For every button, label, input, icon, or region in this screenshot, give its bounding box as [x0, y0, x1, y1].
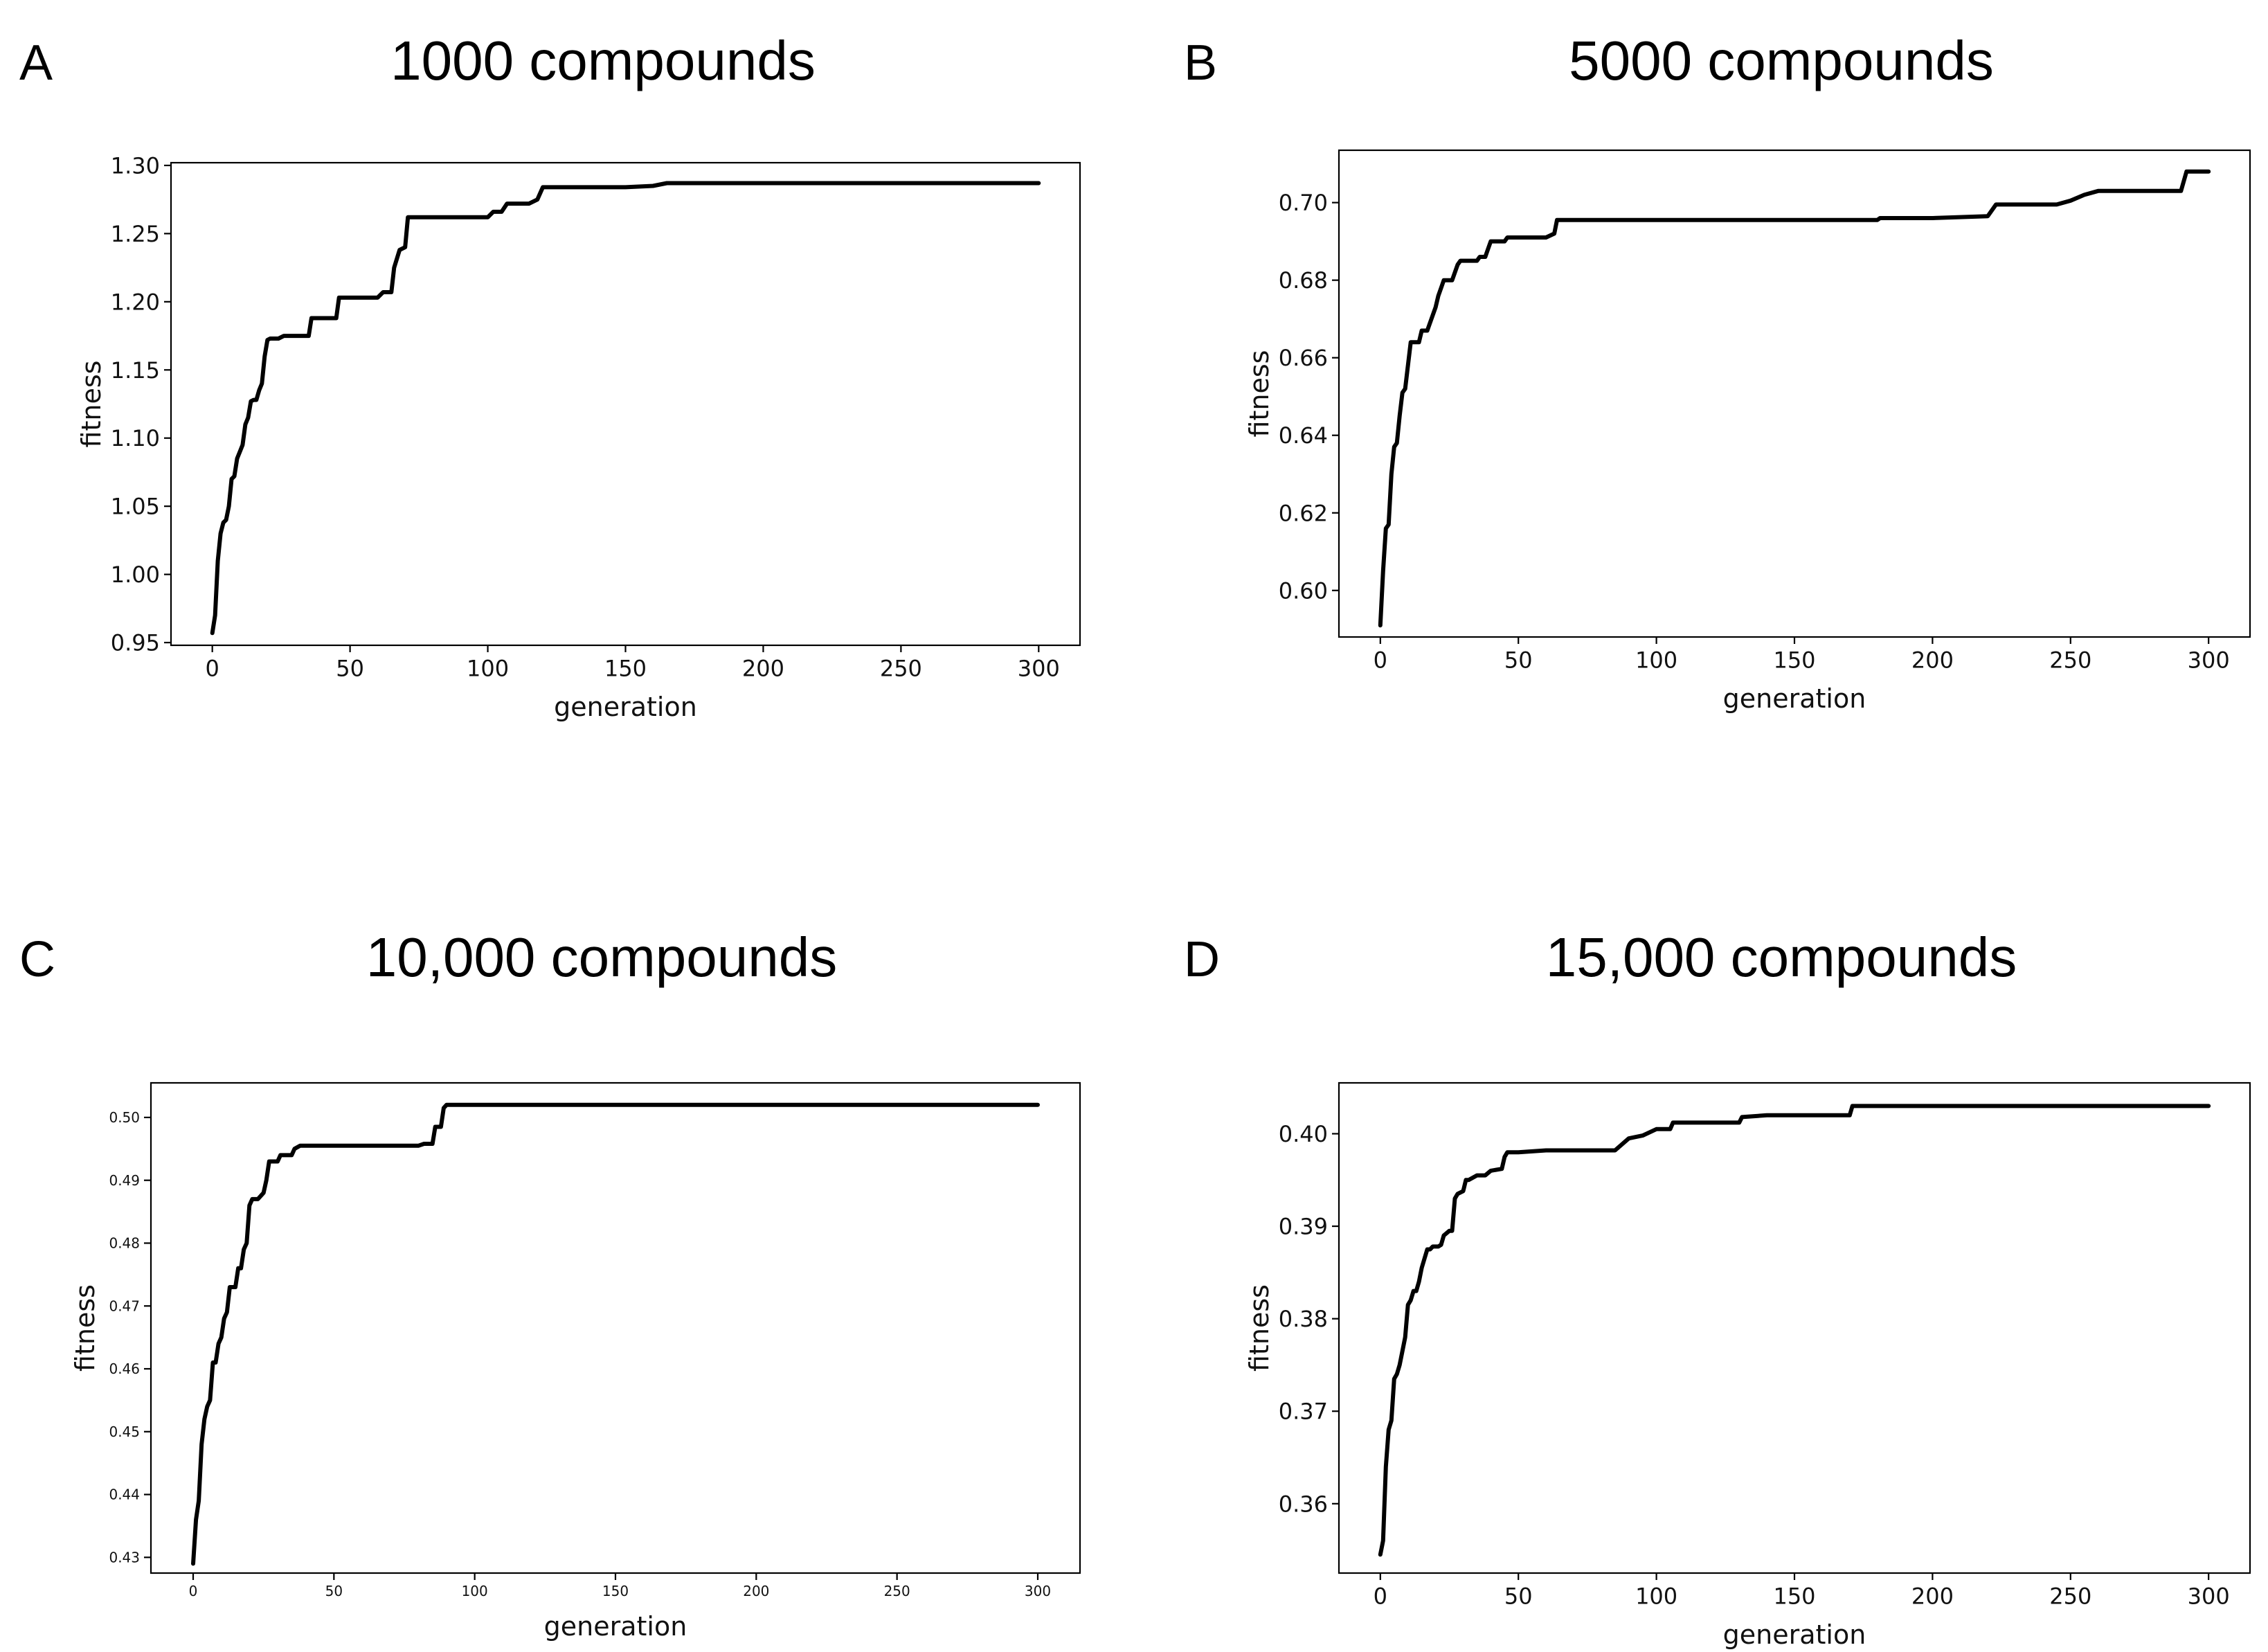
x-tick-label: 50	[1504, 647, 1533, 673]
panel-title: 1000 compounds	[390, 30, 816, 91]
y-tick-label: 0.46	[109, 1361, 140, 1377]
y-tick-label: 0.44	[109, 1487, 140, 1503]
panel-d: D 15,000 compounds 0 50 100 150 200 250 300 0.3…	[1184, 926, 2251, 1650]
plot-area-b: 0 50 100 150 200 250 300 0.60 0.62 0.64 0.66 0.68 0.…	[1244, 149, 2251, 714]
plot-area-d: 0 50 100 150 200 250 300 0.36 0.37 0.38 0.39 0.40 ge…	[1244, 1081, 2251, 1650]
panel-a: A 1000 compounds 0 50 100 150 200 250 300 0.95 1…	[19, 30, 1081, 722]
y-tick-label: 0.60	[1279, 577, 1328, 604]
y-tick-label: 0.95	[111, 630, 160, 656]
x-tick-label: 150	[1773, 1583, 1815, 1609]
y-tick-label: 1.10	[111, 425, 160, 451]
plot-frame	[1338, 149, 2251, 638]
x-tick-label: 50	[1504, 1583, 1533, 1609]
x-tick-label: 200	[1911, 647, 1954, 673]
x-tick-label: 100	[1635, 1583, 1677, 1609]
x-tick-label: 150	[604, 655, 647, 681]
x-tick-label: 250	[884, 1583, 910, 1599]
y-axis-label: fitness	[76, 361, 107, 448]
y-axis-label: fitness	[1244, 1284, 1275, 1372]
x-axis-label: generation	[544, 1611, 687, 1642]
panel-title: 15,000 compounds	[1546, 926, 2017, 988]
x-tick-label: 250	[2049, 1583, 2091, 1609]
x-tick-label: 150	[1773, 647, 1815, 673]
panel-b: B 5000 compounds 0 50 100 150 200 250 3000.600…	[1184, 30, 2251, 714]
series-line	[1378, 169, 2211, 628]
x-tick-label: 250	[2049, 647, 2091, 673]
x-tick-label: 0	[1374, 1583, 1387, 1609]
x-tick-label: 300	[1025, 1583, 1051, 1599]
y-tick-label: 0.49	[109, 1172, 140, 1189]
series-line	[1378, 1104, 2211, 1557]
y-tick-label: 0.48	[109, 1235, 140, 1252]
x-tick-label: 50	[325, 1583, 343, 1599]
x-tick-label: 100	[462, 1583, 488, 1599]
y-tick-label: 1.05	[111, 494, 160, 520]
y-tick-label: 0.47	[109, 1298, 140, 1314]
y-tick-label: 0.36	[1279, 1491, 1328, 1517]
plot-area-c: 0 50 100 150 200 250 300 0.43 0.44 0.45 0.46 0.47 0.…	[70, 1081, 1081, 1642]
panel-letter: C	[19, 932, 55, 987]
y-tick-label: 0.45	[109, 1424, 140, 1440]
x-tick-label: 250	[880, 655, 922, 681]
panel-letter: D	[1184, 932, 1220, 987]
y-tick-label: 0.38	[1279, 1306, 1328, 1332]
x-tick-label: 50	[336, 655, 364, 681]
x-axis-label: generation	[1723, 683, 1866, 714]
y-tick-label: 0.66	[1279, 345, 1328, 371]
y-tick-label: 0.70	[1279, 190, 1328, 216]
x-tick-label: 200	[1911, 1583, 1954, 1609]
x-tick-label: 100	[1635, 647, 1677, 673]
plot-frame	[170, 161, 1081, 647]
y-tick-label: 0.68	[1279, 267, 1328, 294]
series-line	[210, 181, 1041, 636]
x-tick-label: 0	[1374, 647, 1387, 673]
plot-area-a: 0 50 100 150 200 250 300 0.95 1.00 1.05 1.10 1.15 1.…	[76, 152, 1081, 722]
y-tick-label: 0.43	[109, 1550, 140, 1566]
y-tick-label: 1.20	[111, 289, 160, 315]
panel-c: C 10,000 compounds 0 50 100 150 200 250 300 0.4…	[19, 926, 1081, 1642]
x-tick-label: 0	[206, 655, 219, 681]
panel-title: 5000 compounds	[1569, 30, 1994, 91]
x-tick-label: 300	[1018, 655, 1060, 681]
y-tick-label: 1.30	[111, 152, 160, 179]
x-tick-label: 200	[743, 1583, 769, 1599]
y-axis-label: fitness	[70, 1284, 100, 1372]
y-tick-label: 1.15	[111, 357, 160, 384]
series-line	[191, 1102, 1040, 1566]
y-tick-label: 0.64	[1279, 422, 1328, 449]
y-tick-label: 0.62	[1279, 500, 1328, 526]
x-axis-label: generation	[1723, 1619, 1866, 1650]
panel-letter: A	[19, 35, 53, 91]
x-tick-label: 200	[742, 655, 784, 681]
x-tick-label: 150	[602, 1583, 629, 1599]
x-axis-label: generation	[554, 692, 697, 722]
y-tick-label: 1.00	[111, 562, 160, 588]
y-tick-label: 1.25	[111, 221, 160, 247]
y-tick-label: 0.37	[1279, 1399, 1328, 1425]
x-tick-label: 100	[467, 655, 509, 681]
x-tick-label: 300	[2188, 1583, 2230, 1609]
y-tick-label: 0.39	[1279, 1214, 1328, 1240]
plot-frame	[1338, 1081, 2251, 1574]
x-tick-label: 300	[2188, 647, 2230, 673]
panel-letter: B	[1184, 35, 1217, 91]
y-axis-label: fitness	[1244, 350, 1275, 438]
panel-title: 10,000 compounds	[366, 926, 838, 988]
y-tick-label: 0.50	[109, 1109, 140, 1126]
x-tick-label: 0	[189, 1583, 198, 1599]
y-tick-label: 0.40	[1279, 1121, 1328, 1147]
